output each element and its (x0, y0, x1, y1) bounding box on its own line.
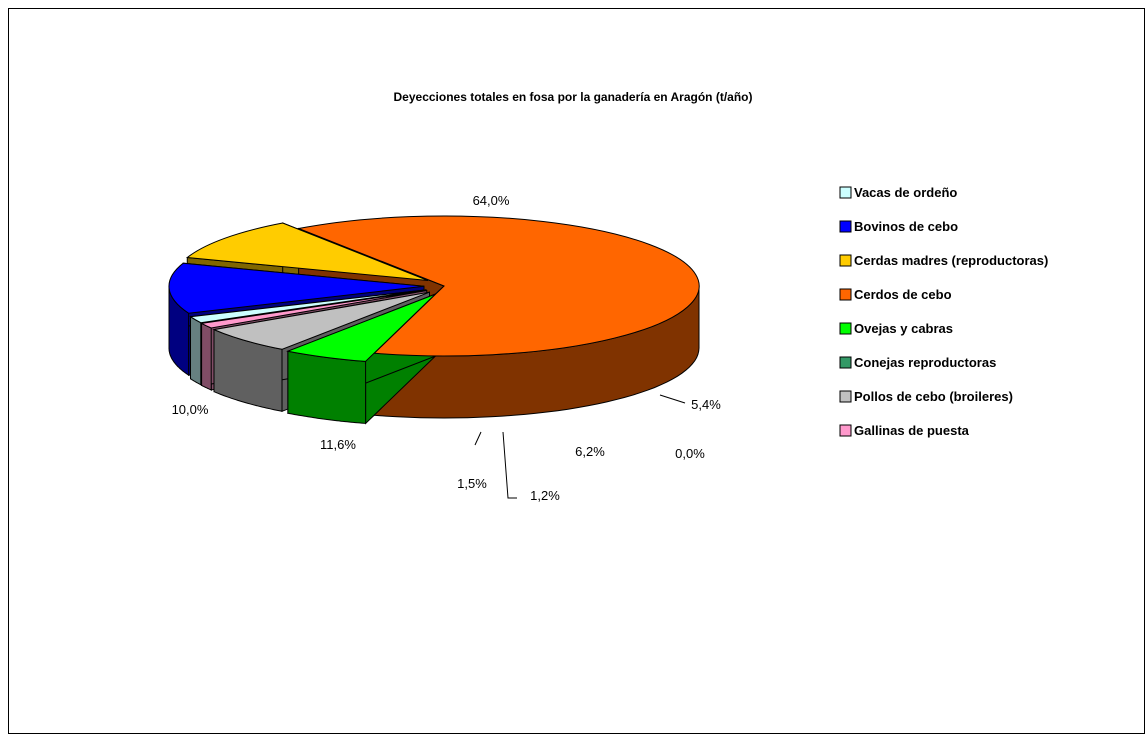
pie-slice-vacas-de-orde-o (189, 289, 426, 324)
leader-line-gallinas-de-puesta (502, 431, 517, 499)
legend-label-ovejas-y-cabras: Ovejas y cabras (854, 321, 953, 336)
legend-swatch-conejas-reproductoras (839, 356, 852, 369)
pie-slice-gallinas-de-puesta (200, 290, 427, 329)
pie-labels: 1,5% 11,6% 10,0% 64,0% 5,4% 0,0% 6,2% 1,2% (172, 193, 722, 503)
data-label-cerdas-madres-reproductoras-: 10,0% (172, 402, 209, 417)
data-label-vacas-de-orde-o: 1,5% (457, 476, 487, 491)
legend: Vacas de ordeño Bovinos de cebo Cerdas mad… (839, 185, 1048, 438)
legend-label-pollos-de-cebo-broileres-: Pollos de cebo (broileres) (854, 389, 1013, 404)
pie-rim-ovejas-y-cabras-0 (287, 350, 367, 424)
data-label-ovejas-y-cabras: 5,4% (691, 397, 721, 412)
legend-swatch-cerdos-de-cebo (839, 288, 852, 301)
pie-rim-gallinas-de-puesta-0 (201, 322, 212, 392)
chart-title: Deyecciones totales en fosa por la ganad… (394, 90, 753, 104)
pie-slice-bovinos-de-cebo (168, 262, 425, 314)
legend-label-vacas-de-orde-o: Vacas de ordeño (854, 185, 957, 200)
legend-swatch-cerdas-madres-reproductoras- (839, 254, 852, 267)
data-label-gallinas-de-puesta: 1,2% (530, 488, 560, 503)
legend-label-cerdas-madres-reproductoras-: Cerdas madres (reproductoras) (854, 253, 1048, 268)
data-label-pollos-de-cebo-broileres-: 6,2% (575, 444, 605, 459)
leader-line-vacas-de-orde-o (474, 431, 482, 446)
legend-swatch-vacas-de-orde-o (839, 186, 852, 199)
legend-label-cerdos-de-cebo: Cerdos de cebo (854, 287, 952, 302)
legend-label-bovinos-de-cebo: Bovinos de cebo (854, 219, 958, 234)
pie-slice-pollos-de-cebo-broileres- (212, 291, 430, 350)
data-label-bovinos-de-cebo: 11,6% (320, 437, 356, 452)
legend-swatch-ovejas-y-cabras (839, 322, 852, 335)
pie-rim-vacas-de-orde-o-0 (190, 315, 202, 386)
legend-label-gallinas-de-puesta: Gallinas de puesta (854, 423, 970, 438)
legend-swatch-gallinas-de-puesta (839, 424, 852, 437)
pie-slice-cerdas-madres-reproductoras- (186, 222, 429, 282)
pie-tops (168, 215, 700, 362)
legend-label-conejas-reproductoras: Conejas reproductoras (854, 355, 996, 370)
leader-line-ovejas-y-cabras (659, 394, 686, 404)
legend-swatch-pollos-de-cebo-broileres- (839, 390, 852, 403)
pie-leaders (474, 394, 686, 499)
pie-slice-ovejas-y-cabras (286, 293, 436, 362)
data-label-cerdos-de-cebo: 64,0% (473, 193, 510, 208)
legend-swatch-bovinos-de-cebo (839, 220, 852, 233)
pie-slice-cerdos-de-cebo (296, 215, 700, 357)
data-label-conejas-reproductoras: 0,0% (675, 446, 705, 461)
